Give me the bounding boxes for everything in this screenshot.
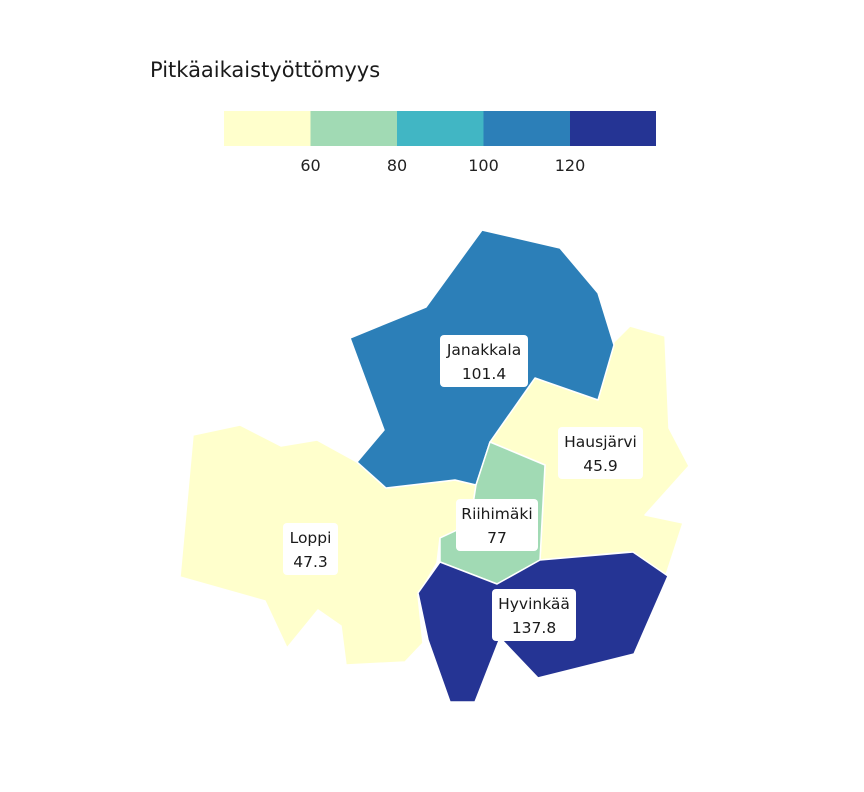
- label-name: Janakkala: [446, 341, 521, 359]
- label-box: [492, 589, 576, 641]
- legend-tick-3: 100: [468, 156, 499, 175]
- label-name: Loppi: [290, 529, 332, 547]
- legend-title: Pitkäaikaistyöttömyys: [150, 58, 380, 82]
- label-value: 77: [487, 529, 507, 547]
- legend-swatch-2: [310, 111, 398, 146]
- legend-tick-2: 80: [387, 156, 407, 175]
- label-riihimaki: Riihimäki 77: [456, 499, 538, 551]
- legend: Pitkäaikaistyöttömyys 60 80 100 120: [150, 58, 656, 175]
- label-name: Hausjärvi: [564, 433, 637, 451]
- label-name: Hyvinkää: [498, 595, 570, 613]
- label-janakkala: Janakkala 101.4: [440, 335, 528, 387]
- legend-swatch-4: [483, 111, 571, 146]
- label-value: 47.3: [293, 553, 328, 571]
- region-labels: Janakkala 101.4 Hausjärvi 45.9 Loppi 47.…: [283, 335, 643, 641]
- label-hausjarvi: Hausjärvi 45.9: [558, 427, 643, 479]
- label-box: [456, 499, 538, 551]
- legend-ticks: 60 80 100 120: [300, 156, 585, 175]
- legend-swatch-5: [570, 111, 656, 146]
- label-box: [440, 335, 528, 387]
- label-value: 45.9: [583, 457, 618, 475]
- legend-tick-4: 120: [555, 156, 586, 175]
- legend-colorbar: [224, 111, 656, 146]
- label-box: [283, 523, 338, 575]
- label-value: 101.4: [462, 365, 506, 383]
- label-name: Riihimäki: [461, 505, 532, 523]
- legend-swatch-3: [397, 111, 484, 146]
- label-hyvinkaa: Hyvinkää 137.8: [492, 589, 576, 641]
- label-loppi: Loppi 47.3: [283, 523, 338, 575]
- label-box: [558, 427, 643, 479]
- legend-tick-1: 60: [300, 156, 320, 175]
- label-value: 137.8: [512, 619, 556, 637]
- legend-swatch-1: [224, 111, 311, 146]
